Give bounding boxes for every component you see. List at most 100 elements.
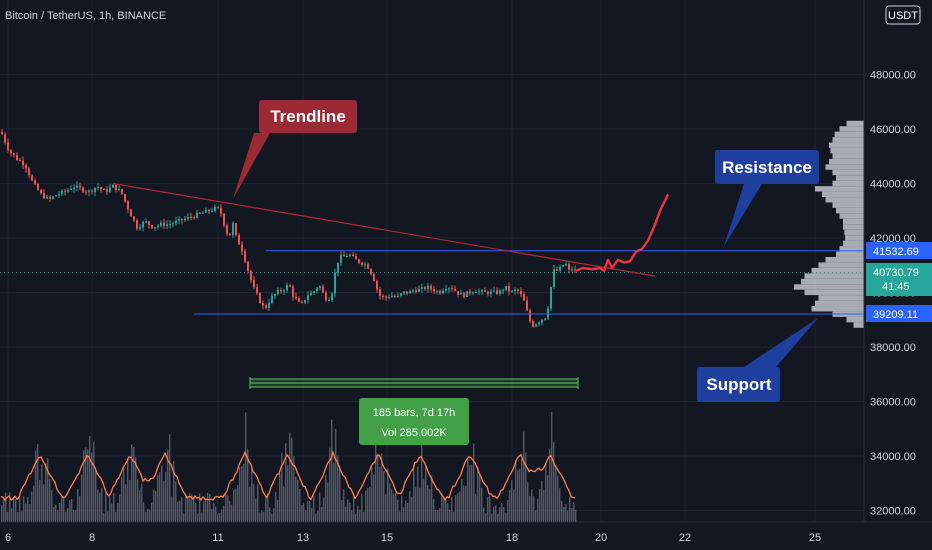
volume-bar bbox=[435, 509, 437, 522]
volume-bar bbox=[571, 507, 573, 522]
currency-button[interactable]: USDT bbox=[885, 5, 921, 25]
candle-body bbox=[514, 289, 516, 291]
volume-bar bbox=[113, 493, 115, 522]
candle-body bbox=[484, 290, 486, 292]
candle-body bbox=[367, 264, 369, 269]
volume-bar bbox=[209, 494, 211, 522]
volume-bar bbox=[149, 509, 151, 522]
trendline-drawing[interactable] bbox=[112, 182, 656, 277]
time-tick-label: 8 bbox=[89, 532, 95, 544]
volume-bar bbox=[575, 509, 577, 522]
volume-bar bbox=[415, 487, 417, 522]
candle-body bbox=[100, 187, 102, 190]
volume-bar bbox=[267, 493, 269, 522]
candle-body bbox=[511, 290, 513, 292]
candle-body bbox=[40, 190, 42, 194]
volume-bar bbox=[355, 513, 357, 522]
projection-path[interactable] bbox=[575, 193, 670, 272]
candle-body bbox=[406, 291, 408, 294]
volume-profile-row bbox=[843, 240, 864, 247]
volume-bar bbox=[141, 483, 143, 522]
resistance-callout[interactable]: Resistance bbox=[715, 150, 819, 246]
volume-bar bbox=[537, 498, 539, 522]
trendline-callout-box bbox=[233, 100, 357, 199]
price-tick-label: 48000.00 bbox=[870, 70, 916, 82]
candle-body bbox=[424, 287, 426, 290]
volume-bar bbox=[473, 443, 475, 522]
trendline-callout[interactable]: Trendline bbox=[233, 100, 357, 199]
volume-bar bbox=[461, 478, 463, 522]
candle-body bbox=[430, 285, 432, 290]
candle-body bbox=[436, 291, 438, 293]
volume-bar bbox=[479, 474, 481, 522]
volume-bar bbox=[7, 511, 9, 522]
candle-body bbox=[193, 217, 195, 219]
candle-body bbox=[145, 221, 147, 223]
volume-bar bbox=[187, 495, 189, 522]
candle-body bbox=[85, 191, 87, 193]
candle-body bbox=[538, 322, 540, 325]
volume-bar bbox=[29, 503, 31, 522]
volume-bar bbox=[517, 470, 519, 522]
volume-bar bbox=[401, 496, 403, 522]
volume-bar bbox=[189, 493, 191, 522]
candle-body bbox=[316, 287, 318, 292]
volume-bar bbox=[521, 458, 523, 522]
volume-bar bbox=[277, 499, 279, 522]
volume-bar bbox=[329, 447, 331, 522]
volume-bar bbox=[419, 487, 421, 522]
candle-body bbox=[22, 160, 24, 166]
volume-bar bbox=[373, 474, 375, 522]
volume-bar bbox=[245, 412, 247, 522]
candle-body bbox=[172, 223, 174, 225]
volume-bar bbox=[23, 496, 25, 522]
volume-bar bbox=[171, 496, 173, 522]
volume-bar bbox=[421, 439, 423, 522]
volume-bar bbox=[453, 511, 455, 522]
volume-bar bbox=[485, 513, 487, 522]
candle-body bbox=[244, 251, 246, 262]
volume-profile-row bbox=[839, 213, 864, 219]
volume-bar bbox=[353, 493, 355, 522]
candle-body bbox=[355, 256, 357, 260]
volume-bar bbox=[61, 496, 63, 522]
volume-bar bbox=[391, 489, 393, 522]
candle-body bbox=[166, 224, 168, 227]
candle-body bbox=[415, 290, 417, 292]
volume-bar bbox=[223, 505, 225, 522]
time-tick-label: 25 bbox=[809, 532, 821, 544]
support-callout[interactable]: Support bbox=[697, 318, 818, 402]
price-tick-label: 38000.00 bbox=[870, 342, 916, 354]
volume-bar bbox=[509, 490, 511, 522]
candle-body bbox=[565, 263, 567, 266]
volume-bar bbox=[281, 452, 283, 522]
candle-body bbox=[268, 303, 270, 309]
candle-body bbox=[541, 319, 543, 323]
volume-bar bbox=[465, 486, 467, 522]
symbol-title[interactable]: Bitcoin / TetherUS, 1h, BINANCE bbox=[5, 10, 166, 22]
price-range-measure[interactable]: 185 bars, 7d 17h Vol 285.002K bbox=[249, 377, 579, 445]
volume-bar bbox=[507, 499, 509, 522]
candle-body bbox=[127, 201, 129, 210]
volume-profile-row bbox=[832, 202, 864, 208]
volume-bar bbox=[261, 510, 263, 522]
candle-body bbox=[175, 220, 177, 224]
candle-body bbox=[298, 298, 300, 302]
volume-bar bbox=[241, 466, 243, 522]
volume-profile-row bbox=[829, 158, 864, 165]
volume-bar bbox=[159, 472, 161, 522]
volume-bar bbox=[225, 494, 227, 522]
candle-body bbox=[388, 297, 390, 299]
volume-bar bbox=[201, 512, 203, 522]
volume-bar bbox=[493, 506, 495, 522]
candle-body bbox=[190, 216, 192, 218]
candle-body bbox=[151, 224, 153, 229]
candle-body bbox=[1, 131, 3, 135]
volume-bar bbox=[337, 455, 339, 522]
volume-bar bbox=[439, 507, 441, 522]
candle-body bbox=[271, 295, 273, 304]
volume-bar bbox=[35, 450, 37, 522]
volume-bar bbox=[59, 502, 61, 522]
time-axis[interactable]: 6 8 11 13 15 18 20 22 25 bbox=[5, 532, 821, 544]
